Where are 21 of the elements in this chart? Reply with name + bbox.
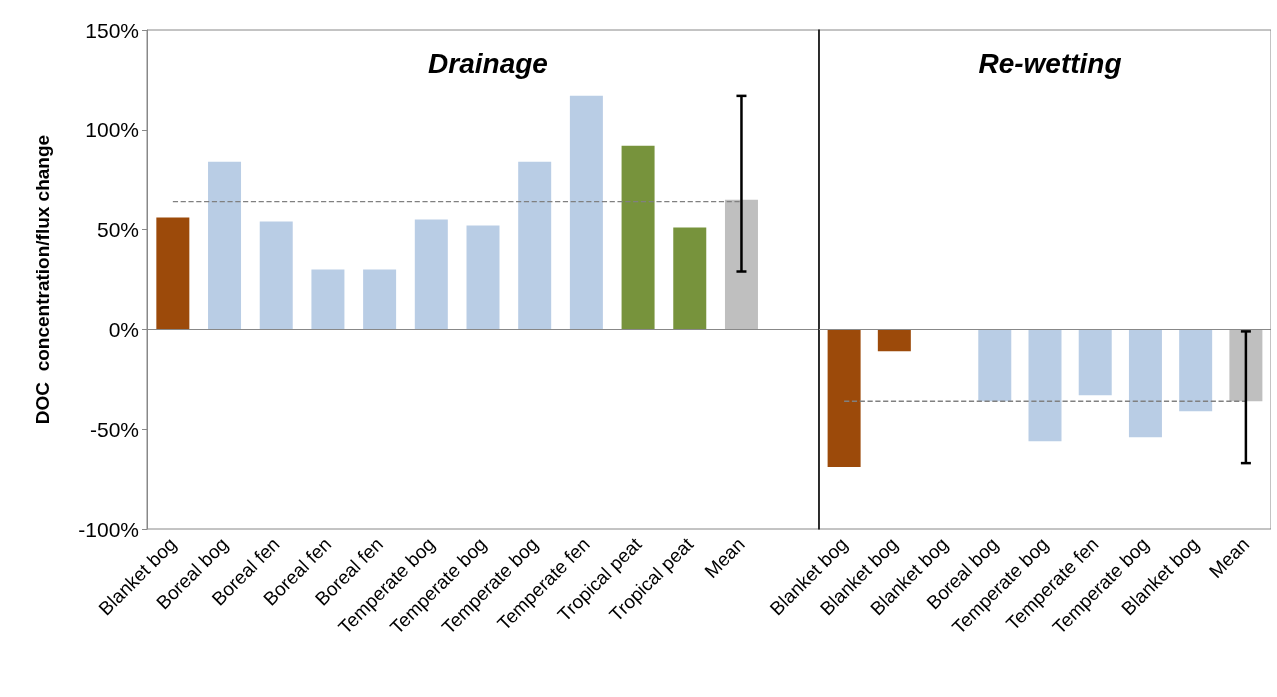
bar (518, 161, 552, 330)
bar (673, 227, 707, 330)
y-tick-label: 0% (108, 317, 139, 341)
bar (466, 225, 500, 330)
bar (363, 269, 397, 330)
y-tick-label: -50% (89, 417, 139, 441)
y-tick-label: -100% (78, 517, 139, 541)
bar (621, 145, 655, 330)
y-tick-label: 100% (85, 118, 139, 142)
bar (414, 219, 448, 330)
bar (156, 217, 190, 330)
bar (569, 95, 603, 330)
text: Drainage (428, 47, 548, 79)
bar (208, 161, 242, 330)
bar (724, 199, 758, 330)
y-axis-title: DOC concentration/flux change (32, 134, 53, 425)
bar (311, 269, 345, 330)
y-tick-label: 150% (85, 18, 139, 42)
y-tick-label: 50% (96, 218, 139, 242)
bar (259, 221, 293, 330)
text: Re-wetting (978, 47, 1122, 79)
